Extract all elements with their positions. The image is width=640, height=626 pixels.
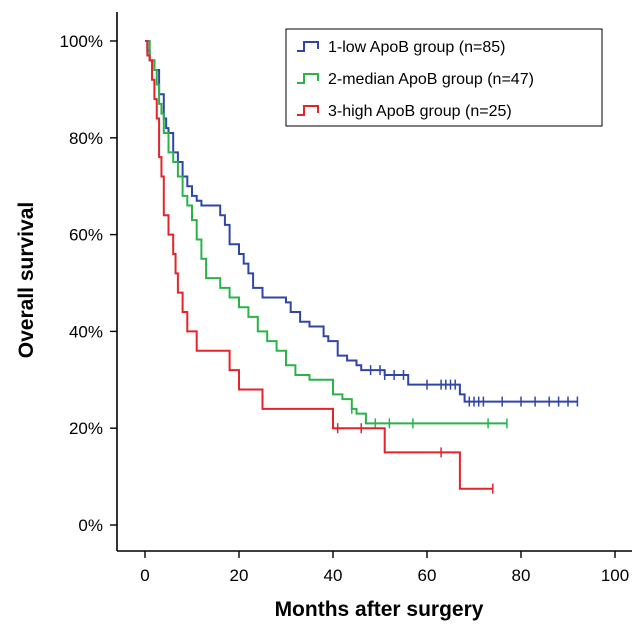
- y-tick-label: 60%: [69, 226, 103, 245]
- x-tick-label: 60: [418, 566, 437, 585]
- legend-item: 3-high ApoB group (n=25): [297, 103, 512, 120]
- survival-curve: [145, 40, 493, 490]
- x-tick-label: 80: [512, 566, 531, 585]
- legend-swatch: [297, 41, 319, 52]
- y-tick-label: 100%: [60, 32, 103, 51]
- y-tick-label: 20%: [69, 419, 103, 438]
- legend-item: 1-low ApoB group (n=85): [297, 39, 505, 56]
- legend-label: 3-high ApoB group (n=25): [328, 103, 512, 120]
- legend: 1-low ApoB group (n=85) 2-median ApoB gro…: [285, 28, 603, 127]
- legend-item: 2-median ApoB group (n=47): [297, 71, 534, 88]
- series-lines: [145, 40, 579, 494]
- legend-label: 1-low ApoB group (n=85): [328, 39, 505, 56]
- y-axis-title: Overall survival: [15, 202, 38, 358]
- y-tick-label: 40%: [69, 322, 103, 341]
- axes: 0% 20% 40% 60% 80% 100% 0 20 40 60 80 100: [60, 12, 632, 585]
- series-2: [145, 40, 508, 429]
- survival-curve: [145, 40, 507, 425]
- legend-swatch: [297, 73, 319, 84]
- y-tick-label: 0%: [78, 516, 103, 535]
- x-tick-label: 40: [324, 566, 343, 585]
- legend-swatch: [297, 105, 319, 116]
- x-tick-label: 0: [140, 566, 149, 585]
- series-3: [145, 40, 494, 494]
- series-1: [145, 40, 579, 407]
- x-axis-title: Months after surgery: [275, 598, 484, 621]
- legend-box: [285, 28, 603, 127]
- x-tick-label: 20: [230, 566, 249, 585]
- y-tick-label: 80%: [69, 129, 103, 148]
- survival-curve: [145, 40, 578, 403]
- legend-label: 2-median ApoB group (n=47): [328, 71, 534, 88]
- x-tick-label: 100: [601, 566, 629, 585]
